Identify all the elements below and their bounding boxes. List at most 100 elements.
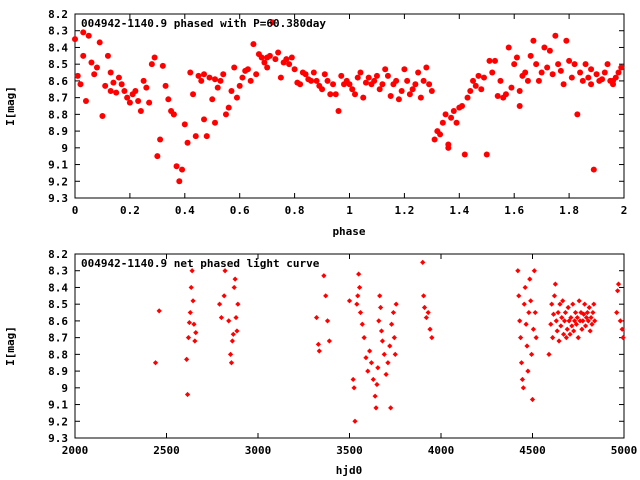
data-point xyxy=(351,385,357,391)
data-point xyxy=(528,298,534,304)
data-point xyxy=(582,61,589,68)
y-tick-label: 8.6 xyxy=(48,75,68,88)
data-point xyxy=(359,321,365,327)
data-point xyxy=(335,108,342,115)
data-point xyxy=(357,309,364,316)
chart-title-bottom: 004942-1140.9 net phased light curve xyxy=(81,257,320,270)
data-point xyxy=(590,166,597,173)
data-point xyxy=(225,104,232,111)
data-point xyxy=(505,44,512,51)
data-point xyxy=(107,87,114,94)
data-point xyxy=(355,293,361,299)
data-point xyxy=(126,99,133,106)
data-point xyxy=(77,81,84,88)
data-point xyxy=(253,71,260,78)
data-point xyxy=(184,391,191,398)
data-point xyxy=(159,62,166,69)
data-point xyxy=(582,323,589,329)
data-point xyxy=(218,314,224,321)
data-point xyxy=(146,99,153,106)
data-point xyxy=(214,84,221,91)
data-point xyxy=(222,268,228,274)
plot-frame-top xyxy=(74,13,625,199)
data-point xyxy=(107,69,114,76)
data-point xyxy=(354,301,360,307)
data-point xyxy=(373,72,380,79)
data-point xyxy=(555,61,562,68)
data-point xyxy=(583,314,590,321)
x-tick-label: 2000 xyxy=(62,444,89,457)
y-tick-label: 9 xyxy=(61,382,68,395)
data-point xyxy=(151,54,158,61)
data-point xyxy=(560,81,567,88)
data-point xyxy=(513,54,520,61)
data-point xyxy=(404,77,411,84)
data-point xyxy=(420,77,427,84)
data-point xyxy=(277,74,284,81)
data-point xyxy=(250,41,257,48)
data-point xyxy=(615,281,622,287)
data-point xyxy=(173,163,180,170)
data-point xyxy=(525,368,531,374)
data-point xyxy=(156,308,162,314)
data-point xyxy=(365,368,371,374)
y-tick-label: 8.3 xyxy=(48,25,68,38)
data-point xyxy=(379,338,386,344)
y-tick-label: 8.9 xyxy=(48,125,68,138)
data-point xyxy=(176,178,183,185)
data-point xyxy=(393,77,400,84)
data-point xyxy=(220,71,227,78)
data-point xyxy=(615,69,622,76)
data-point xyxy=(332,91,339,98)
data-point xyxy=(574,111,581,118)
data-point xyxy=(421,304,428,311)
data-point xyxy=(368,360,375,366)
data-point xyxy=(546,351,552,357)
time-light-curve-panel: 2000 2500 3000 3500 4000 4500 5000 8.2 8.3 8.4 8.5… xyxy=(4,248,637,477)
data-point xyxy=(85,32,92,39)
data-point xyxy=(406,91,413,98)
data-point xyxy=(618,64,625,71)
data-point xyxy=(552,281,558,287)
x-tick-label: 4000 xyxy=(428,444,455,457)
data-point xyxy=(398,87,405,94)
y-tick-label: 9.3 xyxy=(48,432,68,445)
data-point xyxy=(450,108,457,115)
data-point xyxy=(566,57,573,64)
data-point xyxy=(192,338,198,344)
data-point xyxy=(91,71,98,78)
data-point xyxy=(579,77,586,84)
data-point xyxy=(588,81,595,88)
x-axis-label-top: phase xyxy=(332,225,365,238)
y-tick-label: 8.6 xyxy=(48,315,68,328)
data-point xyxy=(439,119,446,126)
data-point xyxy=(549,71,556,78)
data-point xyxy=(236,82,243,89)
data-point xyxy=(367,348,373,354)
data-point xyxy=(518,360,525,366)
y-tick-label: 8.2 xyxy=(48,8,68,21)
data-point xyxy=(350,376,356,383)
data-point xyxy=(203,133,210,140)
data-point xyxy=(264,64,271,71)
data-point xyxy=(516,103,523,109)
data-point xyxy=(229,338,235,344)
data-point xyxy=(193,330,199,336)
data-point xyxy=(356,284,363,291)
data-point xyxy=(546,47,553,54)
data-point xyxy=(508,84,515,91)
data-point xyxy=(522,284,528,291)
data-point xyxy=(533,61,540,68)
chart-title-top: 004942-1140.9 phased with P=60.380day xyxy=(81,17,326,30)
data-point xyxy=(555,309,561,316)
data-point xyxy=(599,76,606,83)
data-point xyxy=(286,61,293,68)
x-tick-label: 3500 xyxy=(336,444,363,457)
data-point xyxy=(571,61,578,68)
data-point xyxy=(523,321,529,327)
data-point xyxy=(574,314,580,321)
data-point xyxy=(181,121,188,128)
data-point xyxy=(352,418,358,424)
data-point xyxy=(571,318,578,324)
data-point xyxy=(401,66,408,73)
